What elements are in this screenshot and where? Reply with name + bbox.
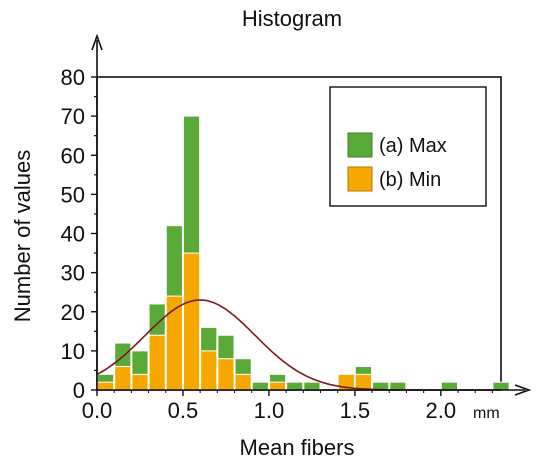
y-tick-label: 20 bbox=[61, 300, 85, 325]
bar-max bbox=[251, 381, 269, 391]
bar-max bbox=[440, 381, 459, 391]
bar-min bbox=[234, 373, 252, 391]
bar-min bbox=[354, 373, 373, 391]
x-tick-label: 0.0 bbox=[82, 398, 113, 423]
x-tick-label: 2.0 bbox=[426, 398, 457, 423]
bar-min bbox=[131, 373, 149, 391]
bar-min bbox=[200, 350, 218, 391]
y-tick-label: 30 bbox=[61, 261, 85, 286]
y-tick-label: 50 bbox=[61, 182, 85, 207]
x-tick-label: 1.0 bbox=[254, 398, 285, 423]
y-tick-label: 10 bbox=[61, 339, 85, 364]
x-axis-unit: mm bbox=[473, 405, 500, 422]
legend-swatch-min bbox=[347, 166, 373, 192]
legend-label-min: (b) Min bbox=[379, 169, 441, 191]
bars-group bbox=[97, 115, 510, 391]
legend: (a) Max (b) Min bbox=[329, 86, 487, 207]
y-axis-title: Number of values bbox=[10, 150, 35, 322]
bar-max bbox=[303, 381, 321, 391]
bar-min bbox=[268, 381, 287, 391]
ticks-group: 0 10 20 30 40 50 60 70 80 0.0 0.5 1.0 1.5 2.0 bbox=[61, 65, 493, 423]
chart-title: Histogram bbox=[242, 6, 342, 31]
bar-max bbox=[492, 381, 510, 391]
legend-swatch-max bbox=[347, 132, 373, 158]
bar-max bbox=[389, 381, 407, 391]
y-axis-arrow bbox=[91, 33, 103, 51]
x-axis-title: Mean fibers bbox=[240, 435, 355, 460]
y-tick-label: 0 bbox=[73, 378, 85, 403]
x-axis-arrow bbox=[514, 384, 532, 396]
bar-min bbox=[148, 334, 166, 391]
bar-min bbox=[97, 381, 115, 391]
plot-area: 0 10 20 30 40 50 60 70 80 0.0 0.5 1.0 1.5 2.0 bbox=[61, 33, 532, 423]
y-tick-label: 40 bbox=[61, 222, 85, 247]
y-tick-label: 60 bbox=[61, 143, 85, 168]
legend-label-max: (a) Max bbox=[379, 135, 447, 157]
x-tick-label: 0.5 bbox=[168, 398, 199, 423]
x-tick-label: 1.5 bbox=[340, 398, 371, 423]
bar-max bbox=[286, 381, 304, 391]
y-tick-label: 80 bbox=[61, 65, 85, 90]
bar-min bbox=[182, 252, 201, 391]
bar-min bbox=[217, 358, 235, 391]
bar-min bbox=[114, 366, 132, 391]
y-tick-label: 70 bbox=[61, 104, 85, 129]
